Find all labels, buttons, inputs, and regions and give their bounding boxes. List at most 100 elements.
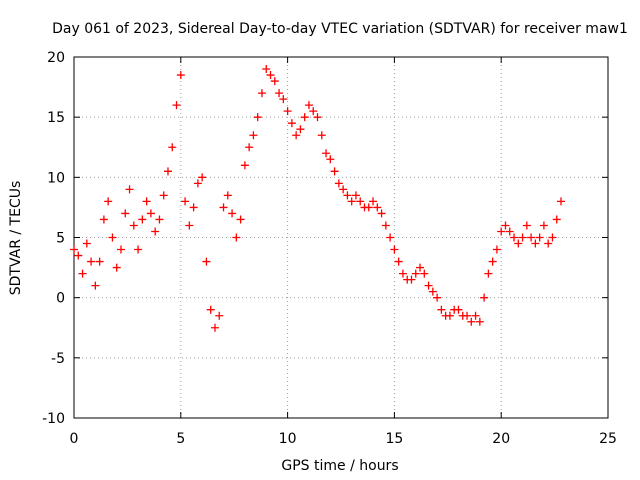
data-point [112,263,121,272]
data-point [270,77,279,86]
data-point [356,197,365,206]
data-point [548,233,557,242]
data-point [539,221,548,230]
data-point [445,311,454,320]
x-tick-label: 15 [385,431,403,447]
data-point [326,155,335,164]
data-point [257,89,266,98]
data-point [185,221,194,230]
data-point [480,293,489,302]
data-point [394,257,403,266]
data-point [172,101,181,110]
data-point [381,221,390,230]
data-point [407,275,416,284]
data-point [232,233,241,242]
data-point [70,245,78,254]
data-point [193,179,202,188]
y-tick-label: 0 [56,291,65,307]
data-point [467,317,476,326]
data-point [386,233,395,242]
data-point [373,203,382,212]
grid [74,57,608,418]
data-point [339,185,348,194]
data-point [189,203,198,212]
data-point [471,311,480,320]
data-point [219,203,228,212]
data-point [518,233,527,242]
y-tick-label: -5 [51,351,65,367]
data-point [330,167,339,176]
data-point [129,221,138,230]
y-tick-label: 20 [47,50,65,66]
x-axis-label: GPS time / hours [281,458,398,474]
data-point [535,233,544,242]
x-tick-label: 0 [70,431,79,447]
data-point [142,197,151,206]
data-point [249,131,258,140]
data-point [322,149,331,158]
data-point [347,197,356,206]
data-point [91,281,100,290]
data-point [351,191,360,200]
data-point [544,239,553,248]
data-point [283,107,292,116]
data-point [121,209,130,218]
y-tick-label: 5 [56,231,65,247]
data-point [364,203,373,212]
axis-ticks: 0 5 10 15 20 25 -10 -5 0 5 10 15 20 [42,50,617,447]
data-point [369,197,378,206]
data-point [245,143,254,152]
data-point [198,173,207,182]
y-tick-label: 10 [47,170,65,186]
data-point [510,233,519,242]
data-point [253,113,262,122]
data-point [108,233,117,242]
data-point [501,221,510,230]
data-point [484,269,493,278]
data-point [420,269,429,278]
data-point [275,89,284,98]
data-point [424,281,433,290]
data-point [552,215,561,224]
data-point [287,119,296,128]
data-point [279,95,288,104]
data-point [437,305,446,314]
data-point [138,215,147,224]
data-point [210,323,219,332]
data-point [531,239,540,248]
data-point [433,293,442,302]
y-axis-label: SDTVAR / TECUs [8,181,24,296]
data-point [95,257,104,266]
data-point [99,215,108,224]
data-point [104,197,113,206]
data-point [416,263,425,272]
data-point [151,227,160,236]
data-point [266,71,275,80]
data-point [87,257,96,266]
x-tick-label: 25 [599,431,617,447]
data-point [313,113,322,122]
data-point [505,227,514,236]
data-points [70,65,566,332]
data-point [78,269,87,278]
data-point [343,191,352,200]
x-tick-label: 20 [492,431,510,447]
data-point [163,167,172,176]
x-tick-label: 5 [176,431,185,447]
data-point [304,101,313,110]
data-point [497,227,506,236]
data-point [206,305,215,314]
data-point [116,245,125,254]
data-point [202,257,211,266]
data-point [134,245,143,254]
data-point [522,221,531,230]
data-point [159,191,168,200]
x-tick-label: 10 [279,431,297,447]
data-point [488,257,497,266]
data-point [240,161,249,170]
data-point [292,131,301,140]
chart-title: Day 061 of 2023, Sidereal Day-to-day VTE… [52,21,628,37]
data-point [146,209,155,218]
